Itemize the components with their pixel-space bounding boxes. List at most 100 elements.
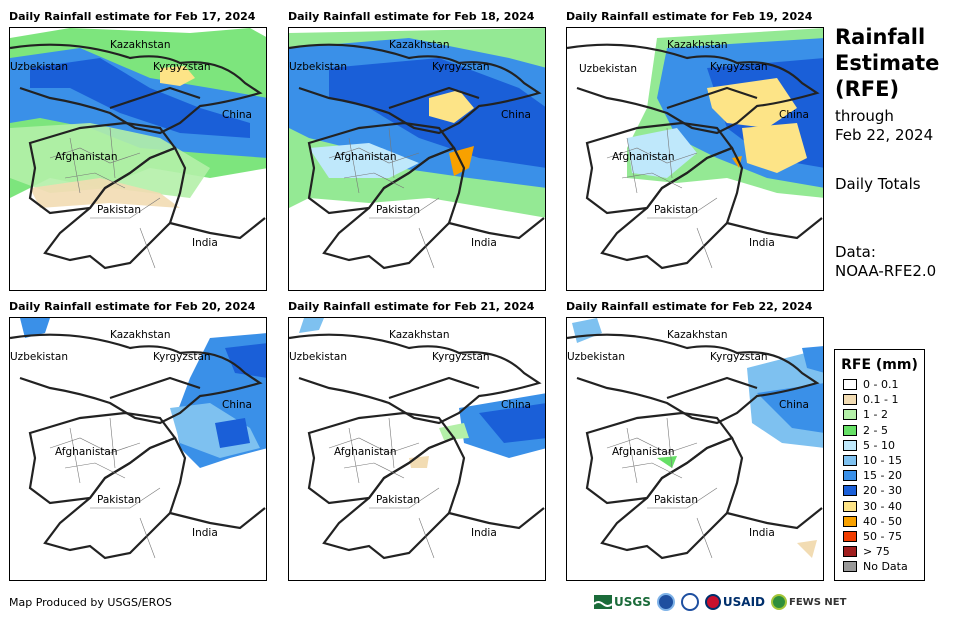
map-panel-feb20: Kazakhstan Uzbekistan Kyrgyzstan China A… — [9, 317, 267, 581]
label-uzbekistan: Uzbekistan — [567, 351, 625, 363]
legend-label: 50 - 75 — [863, 529, 902, 543]
country-borders — [10, 43, 266, 270]
legend-swatch — [843, 530, 857, 542]
legend-swatch — [843, 424, 857, 436]
label-kazakhstan: Kazakhstan — [667, 39, 728, 51]
legend-item: 0.1 - 1 — [835, 392, 924, 407]
legend-title: RFE (mm) — [841, 357, 918, 373]
label-afghanistan: Afghanistan — [334, 446, 397, 458]
usgs-logo: USGS — [594, 595, 651, 609]
fews-net-logo: FEWS NET — [771, 594, 846, 610]
legend-swatch — [843, 455, 857, 467]
label-pakistan: Pakistan — [376, 204, 420, 216]
panel-title-feb19: Daily Rainfall estimate for Feb 19, 2024 — [566, 10, 813, 23]
map-panel-feb17: Kazakhstan Uzbekistan Kyrgyzstan China A… — [9, 27, 267, 291]
label-kazakhstan: Kazakhstan — [667, 329, 728, 341]
legend-item: 0 - 0.1 — [835, 377, 924, 392]
legend-item: 20 - 30 — [835, 483, 924, 498]
label-uzbekistan: Uzbekistan — [579, 63, 637, 75]
side-through: through — [835, 107, 894, 125]
rainfall-layer — [20, 318, 266, 468]
legend-item: No Data — [835, 559, 924, 574]
label-uzbekistan: Uzbekistan — [10, 61, 68, 73]
side-daily-totals: Daily Totals — [835, 175, 921, 193]
usaid-text: USAID — [722, 595, 765, 609]
partner-logos: USGS USAID FEWS NET — [594, 590, 846, 614]
legend-swatch — [843, 561, 857, 573]
country-borders — [567, 43, 823, 270]
legend-label: 30 - 40 — [863, 499, 902, 513]
legend-item: > 75 — [835, 544, 924, 559]
legend-label: 10 - 15 — [863, 454, 902, 468]
legend-item: 5 - 10 — [835, 438, 924, 453]
label-india: India — [192, 237, 218, 249]
map-credit: Map Produced by USGS/EROS — [9, 596, 172, 609]
internal-borders — [49, 417, 161, 559]
legend-label: 40 - 50 — [863, 514, 902, 528]
label-china: China — [779, 399, 809, 411]
label-pakistan: Pakistan — [654, 204, 698, 216]
globe-icon — [771, 594, 787, 610]
legend-label: 2 - 5 — [863, 423, 888, 437]
fews-net-text: FEWS NET — [789, 596, 847, 608]
label-pakistan: Pakistan — [376, 494, 420, 506]
state-seal-icon — [680, 593, 699, 611]
legend-label: > 75 — [863, 545, 890, 559]
legend-label: No Data — [863, 560, 908, 574]
country-borders — [289, 333, 545, 560]
usaid-emblem-icon — [704, 594, 721, 610]
panel-title-feb21: Daily Rainfall estimate for Feb 21, 2024 — [288, 300, 535, 313]
legend-swatch — [843, 485, 857, 497]
label-kazakhstan: Kazakhstan — [389, 39, 450, 51]
map-panel-feb18: Kazakhstan Uzbekistan Kyrgyzstan China A… — [288, 27, 546, 291]
internal-borders — [328, 127, 440, 269]
legend-swatch — [843, 515, 857, 527]
label-pakistan: Pakistan — [97, 204, 141, 216]
legend-item: 1 - 2 — [835, 407, 924, 422]
label-china: China — [222, 109, 252, 121]
label-india: India — [471, 527, 497, 539]
legend-item: 40 - 50 — [835, 514, 924, 529]
panel-title-feb17: Daily Rainfall estimate for Feb 17, 2024 — [9, 10, 256, 23]
label-afghanistan: Afghanistan — [612, 446, 675, 458]
legend-item: 30 - 40 — [835, 499, 924, 514]
side-data-source: NOAA-RFE2.0 — [835, 262, 937, 280]
label-pakistan: Pakistan — [97, 494, 141, 506]
label-uzbekistan: Uzbekistan — [289, 61, 347, 73]
internal-borders — [606, 127, 718, 269]
rainfall-layer — [289, 28, 545, 218]
country-borders — [289, 43, 545, 270]
legend-label: 15 - 20 — [863, 469, 902, 483]
usgs-text: USGS — [614, 595, 651, 609]
panel-title-feb22: Daily Rainfall estimate for Feb 22, 2024 — [566, 300, 813, 313]
panel-title-feb20: Daily Rainfall estimate for Feb 20, 2024 — [9, 300, 256, 313]
label-india: India — [192, 527, 218, 539]
label-afghanistan: Afghanistan — [334, 151, 397, 163]
legend-swatch — [843, 379, 857, 391]
internal-borders — [328, 417, 440, 559]
legend-label: 0.1 - 1 — [863, 393, 899, 407]
noaa-emblem-icon — [656, 593, 675, 611]
side-title-line3: (RFE) — [835, 77, 900, 101]
side-through-date: Feb 22, 2024 — [835, 126, 934, 144]
legend-item: 10 - 15 — [835, 453, 924, 468]
panel-title-feb18: Daily Rainfall estimate for Feb 18, 2024 — [288, 10, 535, 23]
label-kazakhstan: Kazakhstan — [389, 329, 450, 341]
label-kazakhstan: Kazakhstan — [110, 39, 171, 51]
side-title: Rainfall Estimate (RFE) — [835, 24, 939, 102]
internal-borders — [49, 127, 161, 269]
map-panel-feb21: Kazakhstan Uzbekistan Kyrgyzstan China A… — [288, 317, 546, 581]
legend-label: 20 - 30 — [863, 484, 902, 498]
legend-item: 2 - 5 — [835, 423, 924, 438]
map-panel-feb22: Kazakhstan Uzbekistan Kyrgyzstan China A… — [566, 317, 824, 581]
label-afghanistan: Afghanistan — [612, 151, 675, 163]
label-china: China — [779, 109, 809, 121]
legend-swatch — [843, 470, 857, 482]
label-china: China — [222, 399, 252, 411]
label-afghanistan: Afghanistan — [55, 151, 118, 163]
usaid-logo: USAID — [704, 594, 765, 610]
country-borders — [10, 333, 266, 560]
legend-swatch — [843, 500, 857, 512]
label-kyrgyzstan: Kyrgyzstan — [432, 61, 490, 73]
